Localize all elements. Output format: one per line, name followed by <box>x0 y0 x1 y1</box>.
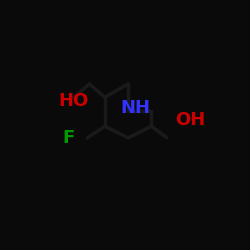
Text: HO: HO <box>59 92 89 110</box>
Text: OH: OH <box>174 112 205 130</box>
Text: F: F <box>62 129 74 147</box>
Text: NH: NH <box>120 99 150 117</box>
